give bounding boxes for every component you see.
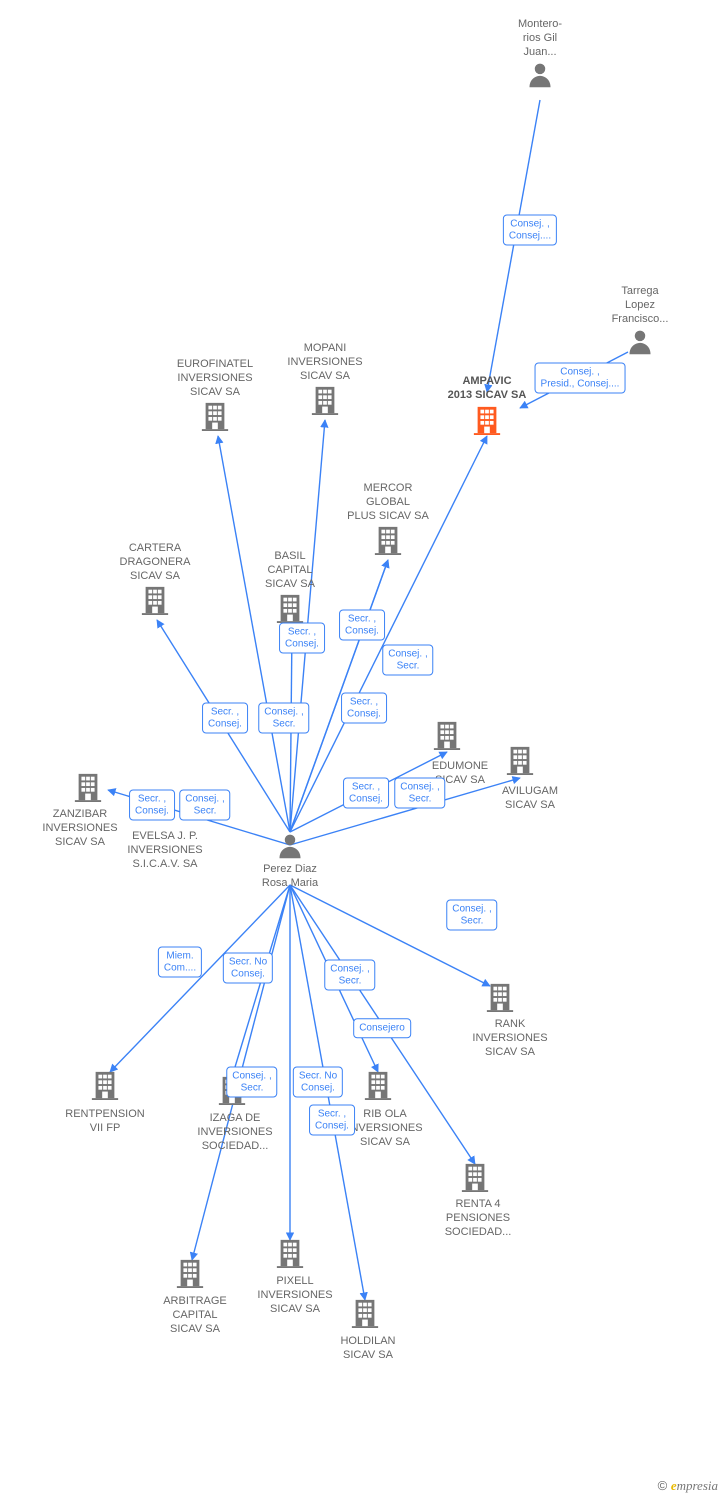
node-montero[interactable]: Montero- rios Gil Juan... xyxy=(485,18,595,92)
edge-label: Consej. , Secr. xyxy=(324,960,375,991)
node-rank_icon[interactable] xyxy=(445,982,555,1015)
node-label: Tarrega Lopez Francisco... xyxy=(585,285,695,326)
edge-label: Consej. , Presid., Consej.... xyxy=(535,363,626,394)
node-holdilan_icon[interactable] xyxy=(310,1298,420,1331)
person-icon xyxy=(526,61,554,89)
building-icon xyxy=(460,1162,490,1192)
edge-label: Consej. , Secr. xyxy=(382,645,433,676)
node-avilugam_icon[interactable] xyxy=(465,745,575,778)
building-icon xyxy=(275,593,305,623)
edge-label: Secr. , Consej. xyxy=(129,790,175,821)
edge-label: Secr. , Consej. xyxy=(339,610,385,641)
node-perez[interactable]: Perez Diaz Rosa Maria xyxy=(235,832,345,893)
building-icon xyxy=(505,745,535,775)
building-icon xyxy=(363,1070,393,1100)
node-label: EUROFINATEL INVERSIONES SICAV SA xyxy=(160,358,270,399)
diagram-stage: Montero- rios Gil Juan... Tarrega Lopez … xyxy=(0,0,728,1500)
building-icon xyxy=(200,401,230,431)
node-label: CARTERA DRAGONERA SICAV SA xyxy=(100,542,210,583)
building-icon xyxy=(485,982,515,1012)
edge-label: Secr. , Consej. xyxy=(309,1105,355,1136)
building-icon xyxy=(432,720,462,750)
node-label: ARBITRAGE CAPITAL SICAV SA xyxy=(140,1295,250,1336)
footer-copyright: © xyxy=(658,1478,668,1493)
node-holdilan[interactable]: HOLDILAN SICAV SA xyxy=(313,1335,423,1365)
node-label: IZAGA DE INVERSIONES SOCIEDAD... xyxy=(180,1112,290,1153)
node-label: BASIL CAPITAL SICAV SA xyxy=(235,550,345,591)
edge-label: Consej. , Secr. xyxy=(258,703,309,734)
building-icon xyxy=(140,585,170,615)
node-mopani[interactable]: MOPANI INVERSIONES SICAV SA xyxy=(270,342,380,418)
node-rank[interactable]: RANK INVERSIONES SICAV SA xyxy=(455,1018,565,1061)
node-rentpension_icon[interactable] xyxy=(50,1070,160,1103)
edge-label: Secr. No Consej. xyxy=(223,953,273,984)
node-arbitrage_icon[interactable] xyxy=(135,1258,245,1291)
edge-label: Secr. , Consej. xyxy=(343,778,389,809)
person-icon xyxy=(276,832,304,860)
node-ampavic[interactable]: AMPAVIC 2013 SICAV SA xyxy=(432,375,542,438)
edges-layer xyxy=(0,0,728,1500)
node-zanzibar_icon[interactable] xyxy=(33,772,143,805)
footer-credit: © empresia xyxy=(658,1478,718,1494)
node-label: MOPANI INVERSIONES SICAV SA xyxy=(270,342,380,383)
footer-brand-rest: mpresia xyxy=(677,1478,718,1493)
node-label: EVELSA J. P. INVERSIONES S.I.C.A.V. SA xyxy=(110,830,220,871)
edge-label: Consej. , Secr. xyxy=(179,790,230,821)
building-icon xyxy=(275,1238,305,1268)
node-label: RANK INVERSIONES SICAV SA xyxy=(455,1018,565,1059)
node-avilugam[interactable]: AVILUGAM SICAV SA xyxy=(475,785,585,815)
edge-label: Consej. , Secr. xyxy=(446,900,497,931)
edge-label: Consej. , Secr. xyxy=(226,1067,277,1098)
node-basil[interactable]: BASIL CAPITAL SICAV SA xyxy=(235,550,345,626)
node-label: AMPAVIC 2013 SICAV SA xyxy=(432,375,542,403)
node-rentpension[interactable]: RENTPENSION VII FP xyxy=(50,1108,160,1138)
node-izaga[interactable]: IZAGA DE INVERSIONES SOCIEDAD... xyxy=(180,1112,290,1155)
node-label: RENTA 4 PENSIONES SOCIEDAD... xyxy=(423,1198,533,1239)
edge-label: Consejero xyxy=(353,1018,411,1038)
edge-label: Consej. , Secr. xyxy=(394,778,445,809)
node-tarrega[interactable]: Tarrega Lopez Francisco... xyxy=(585,285,695,359)
node-renta4_icon[interactable] xyxy=(420,1162,530,1195)
person-icon xyxy=(626,328,654,356)
building-icon xyxy=(310,385,340,415)
building-icon xyxy=(90,1070,120,1100)
edge-label: Secr. , Consej. xyxy=(279,623,325,654)
building-icon xyxy=(350,1298,380,1328)
node-label: AVILUGAM SICAV SA xyxy=(475,785,585,813)
node-eurofinatel[interactable]: EUROFINATEL INVERSIONES SICAV SA xyxy=(160,358,270,434)
node-arbitrage[interactable]: ARBITRAGE CAPITAL SICAV SA xyxy=(140,1295,250,1338)
node-evelsa[interactable]: EVELSA J. P. INVERSIONES S.I.C.A.V. SA xyxy=(110,830,220,873)
node-label: MERCOR GLOBAL PLUS SICAV SA xyxy=(333,482,443,523)
edge-line xyxy=(487,100,540,392)
building-icon xyxy=(472,405,502,435)
node-label: Perez Diaz Rosa Maria xyxy=(235,863,345,891)
edge-label: Secr. No Consej. xyxy=(293,1067,343,1098)
node-cartera[interactable]: CARTERA DRAGONERA SICAV SA xyxy=(100,542,210,618)
building-icon xyxy=(73,772,103,802)
node-label: HOLDILAN SICAV SA xyxy=(313,1335,423,1363)
node-label: Montero- rios Gil Juan... xyxy=(485,18,595,59)
node-label: RENTPENSION VII FP xyxy=(50,1108,160,1136)
edge-label: Secr. , Consej. xyxy=(202,703,248,734)
edge-label: Secr. , Consej. xyxy=(341,693,387,724)
edge-label: Consej. , Consej.... xyxy=(503,215,557,246)
building-icon xyxy=(175,1258,205,1288)
building-icon xyxy=(373,525,403,555)
edge-label: Miem. Com.... xyxy=(158,947,202,978)
node-pixell_icon[interactable] xyxy=(235,1238,345,1271)
node-renta4[interactable]: RENTA 4 PENSIONES SOCIEDAD... xyxy=(423,1198,533,1241)
node-mercor[interactable]: MERCOR GLOBAL PLUS SICAV SA xyxy=(333,482,443,558)
